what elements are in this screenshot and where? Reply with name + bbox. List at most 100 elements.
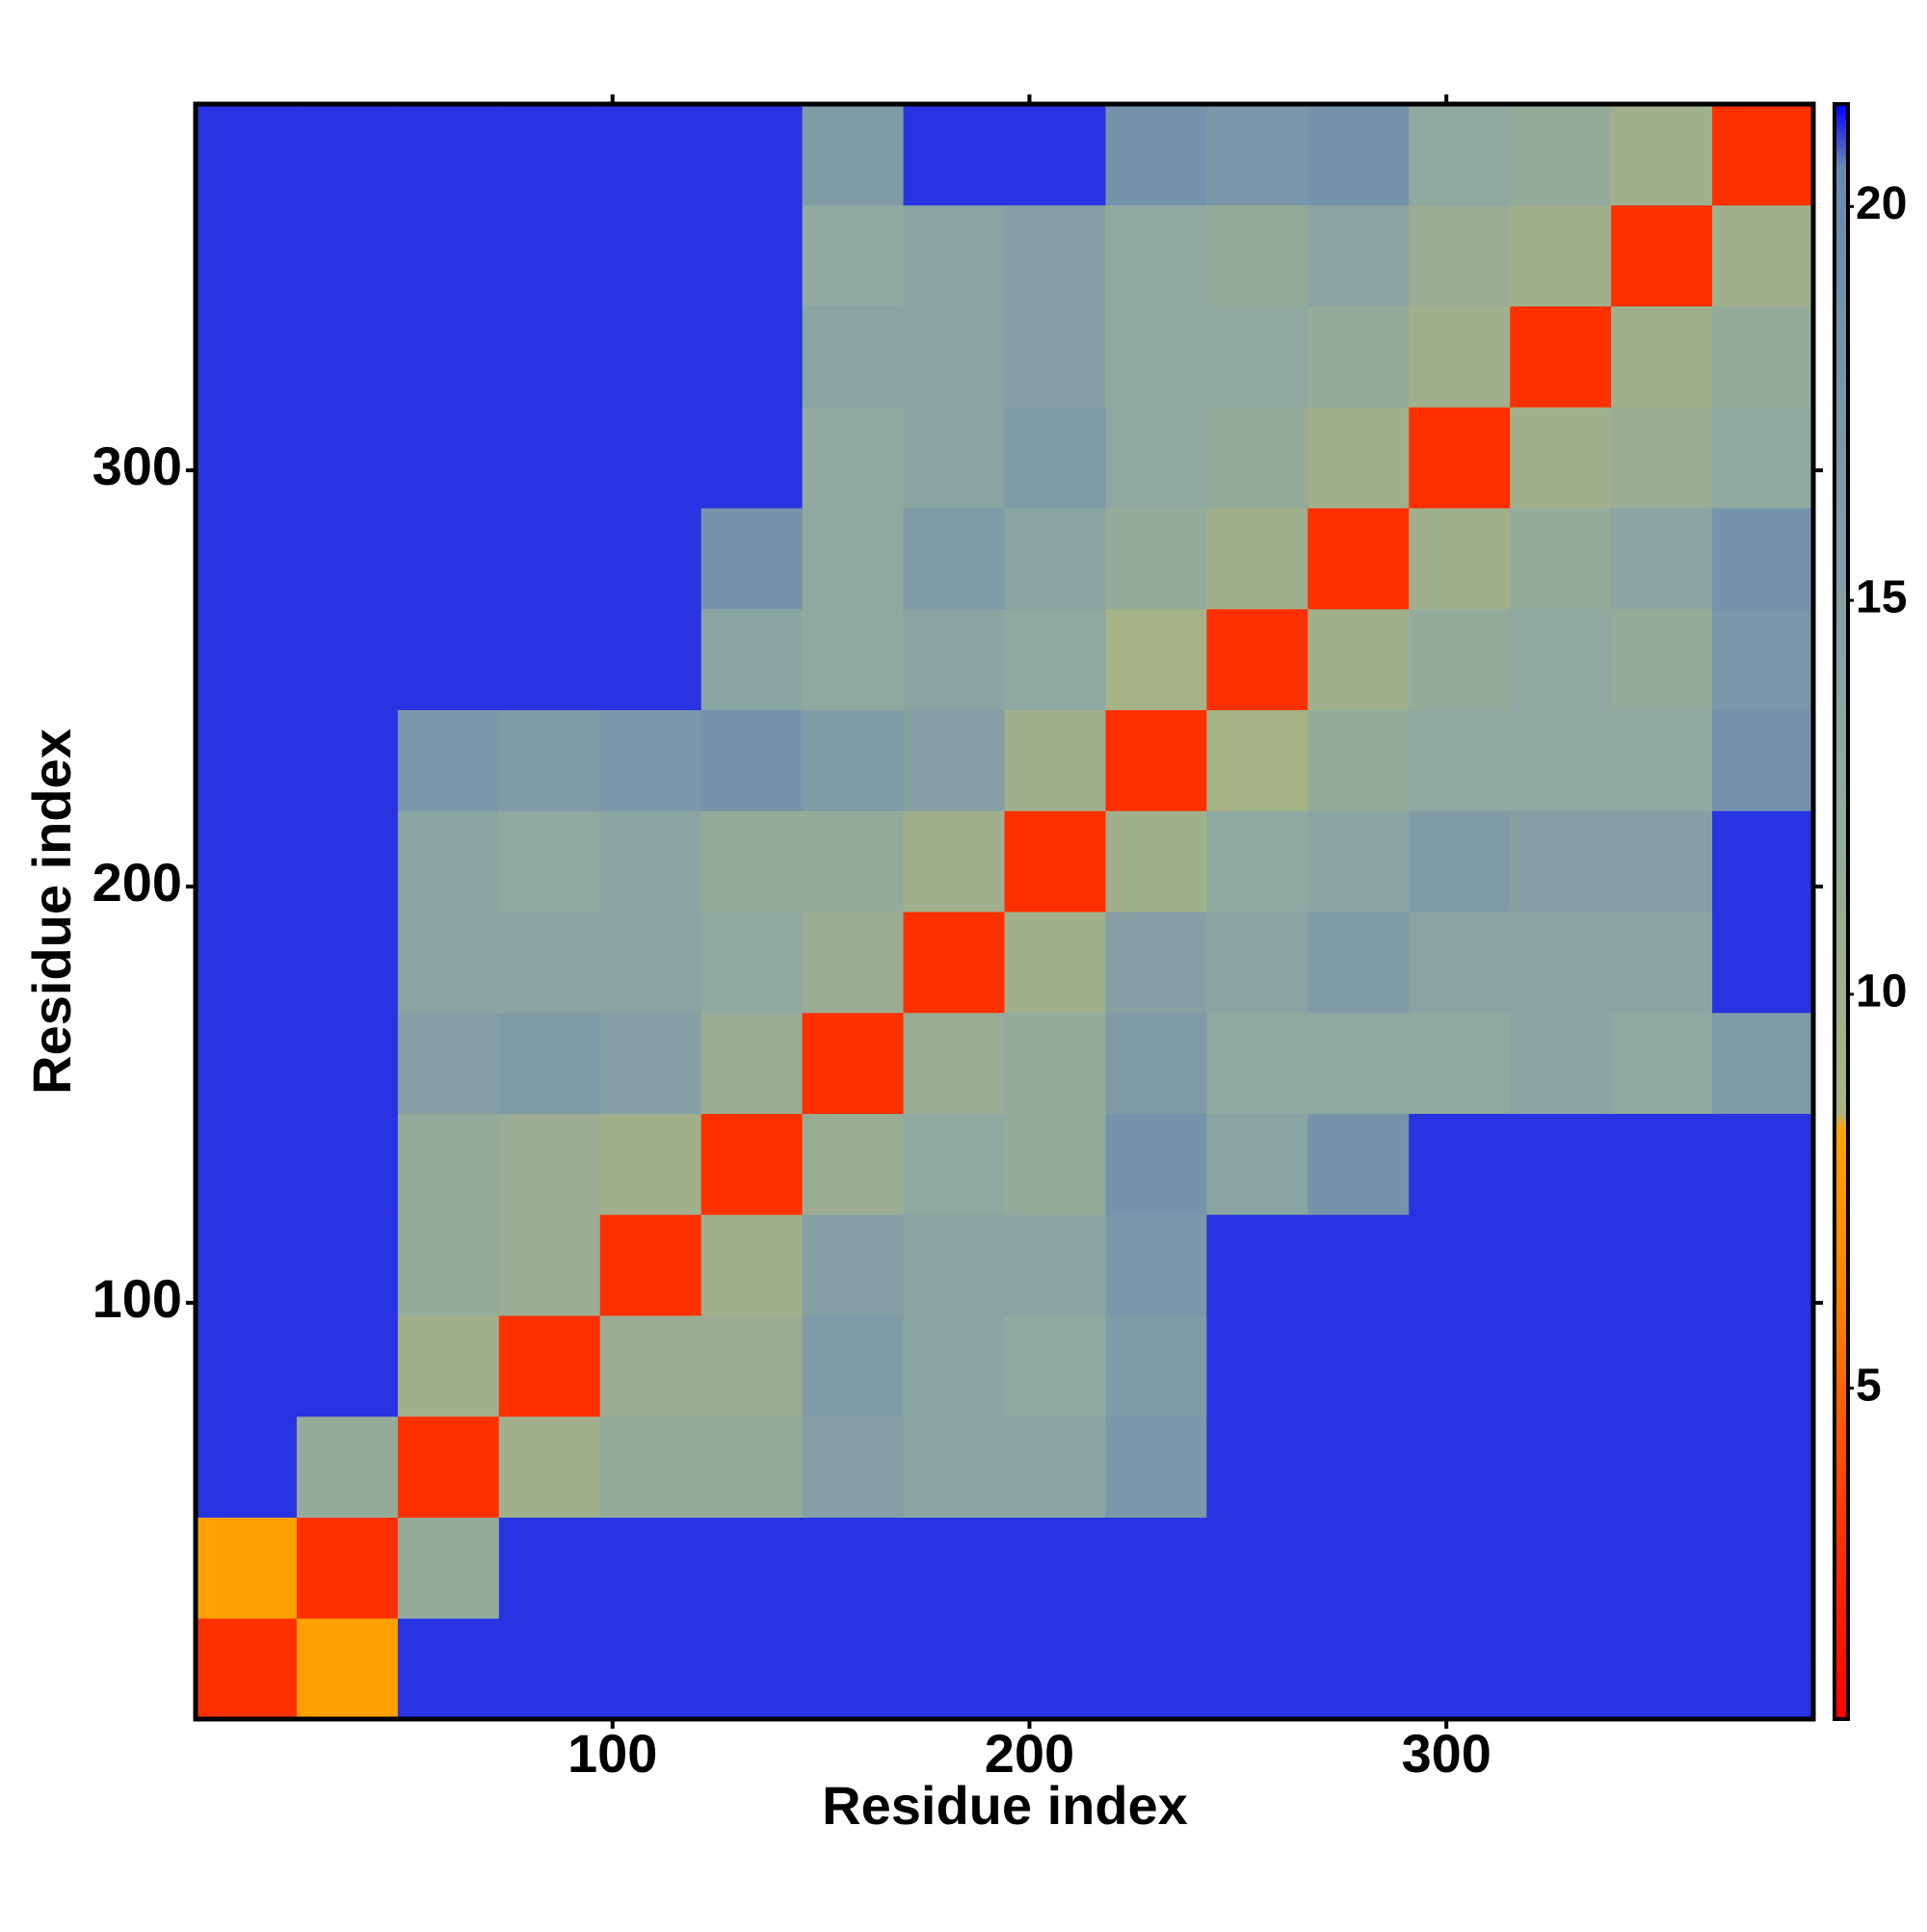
heatmap-cell [599,305,702,408]
y-tick-label: 200 [92,852,182,913]
heatmap-cell [1307,912,1410,1014]
heatmap-cell [1510,407,1612,509]
heatmap-cell [196,608,298,710]
heatmap-cell [599,508,702,610]
heatmap-cell [498,104,601,206]
heatmap-cell [903,305,1005,408]
heatmap-cell [903,1315,1005,1417]
heatmap-cell [397,305,500,408]
heatmap-cell [802,608,905,710]
heatmap-cell [1510,608,1612,710]
heatmap-cell [599,1517,702,1619]
heatmap-cell [903,407,1005,509]
heatmap-cell [397,608,500,710]
heatmap-cell [498,407,601,509]
heatmap-cell [296,608,399,710]
heatmap-cell [196,1315,298,1417]
heatmap-cell [1510,305,1612,408]
heatmap-cell [1409,1012,1511,1114]
heatmap-cell [1307,407,1410,509]
heatmap-cell [1510,1315,1612,1417]
heatmap-cell [1409,1618,1511,1720]
heatmap-cell [1307,608,1410,710]
heatmap-cell [296,104,399,206]
heatmap-cell [196,912,298,1014]
heatmap-cell [1105,1517,1207,1619]
heatmap-cell [1105,104,1207,206]
heatmap-cell [1510,1113,1612,1215]
heatmap-cell [802,1416,905,1518]
heatmap-cell [196,1214,298,1316]
heatmap-cell [1105,608,1207,710]
heatmap-cell [700,204,804,306]
heatmap-cell [599,204,702,306]
heatmap-cell [1611,608,1713,710]
heatmap-cell [1206,1416,1308,1518]
heatmap-cell [903,912,1005,1014]
heatmap-cell [599,709,702,811]
heatmap-cell [397,1113,500,1215]
heatmap-cell [196,305,298,408]
heatmap-cell [1510,1517,1612,1619]
plot-frame [193,101,1816,1722]
heatmap-cell [1004,810,1106,913]
heatmap-cell [1105,1416,1207,1518]
heatmap-cell [1712,104,1814,206]
heatmap-cell [397,508,500,610]
heatmap-cell [599,407,702,509]
heatmap-cell [1510,1618,1612,1720]
heatmap-cell [1105,709,1207,811]
heatmap-cell [1105,407,1207,509]
heatmap-cell [802,305,905,408]
heatmap-cell [296,1517,399,1619]
heatmap-cell [700,1214,804,1316]
heatmap-cell [802,508,905,610]
heatmap-cell [498,608,601,710]
heatmap-cell [1004,1113,1106,1215]
heatmap-cell [802,810,905,913]
heatmap-cell [1510,810,1612,913]
heatmap-cell [903,810,1005,913]
heatmap-cell [1510,709,1612,811]
heatmap-cell [397,810,500,913]
heatmap-cell [599,810,702,913]
heatmap-cell [397,1517,500,1619]
x-tick-label: 300 [1401,1723,1491,1784]
heatmap-cell [1004,1214,1106,1316]
heatmap-cell [802,204,905,306]
heatmap-cell [1409,709,1511,811]
heatmap-cell [296,1618,399,1720]
heatmap-cell [1206,407,1308,509]
heatmap-cell [903,1113,1005,1215]
heatmap-cell [1307,204,1410,306]
heatmap-cell [700,912,804,1014]
heatmap-cell [1307,1113,1410,1215]
heatmap-cell [1105,508,1207,610]
heatmap-cell [1004,305,1106,408]
heatmap-cell [1004,709,1106,811]
heatmap-cell [599,1416,702,1518]
heatmap-cell [1307,104,1410,206]
heatmap-cell [397,104,500,206]
heatmap-cell [903,508,1005,610]
heatmap-cell [599,1315,702,1417]
heatmap-cell [1004,1012,1106,1114]
heatmap-cell [1004,608,1106,710]
heatmap-cell [1712,1012,1814,1114]
heatmap-cell [196,104,298,206]
heatmap-cell [498,508,601,610]
heatmap-cell [1611,1416,1713,1518]
heatmap-cell [1611,1517,1713,1619]
heatmap-cell [397,204,500,306]
heatmap-cell [196,1517,298,1619]
heatmap-cell [1510,508,1612,610]
heatmap-cell [1712,1517,1814,1619]
heatmap-cell [1004,508,1106,610]
heatmap-cell [1409,508,1511,610]
heatmap-cell [599,1618,702,1720]
heatmap-cell [1712,508,1814,610]
heatmap-cell [296,912,399,1014]
heatmap-cell [1712,1618,1814,1720]
heatmap-cell [1611,1214,1713,1316]
heatmap-cell [1611,407,1713,509]
